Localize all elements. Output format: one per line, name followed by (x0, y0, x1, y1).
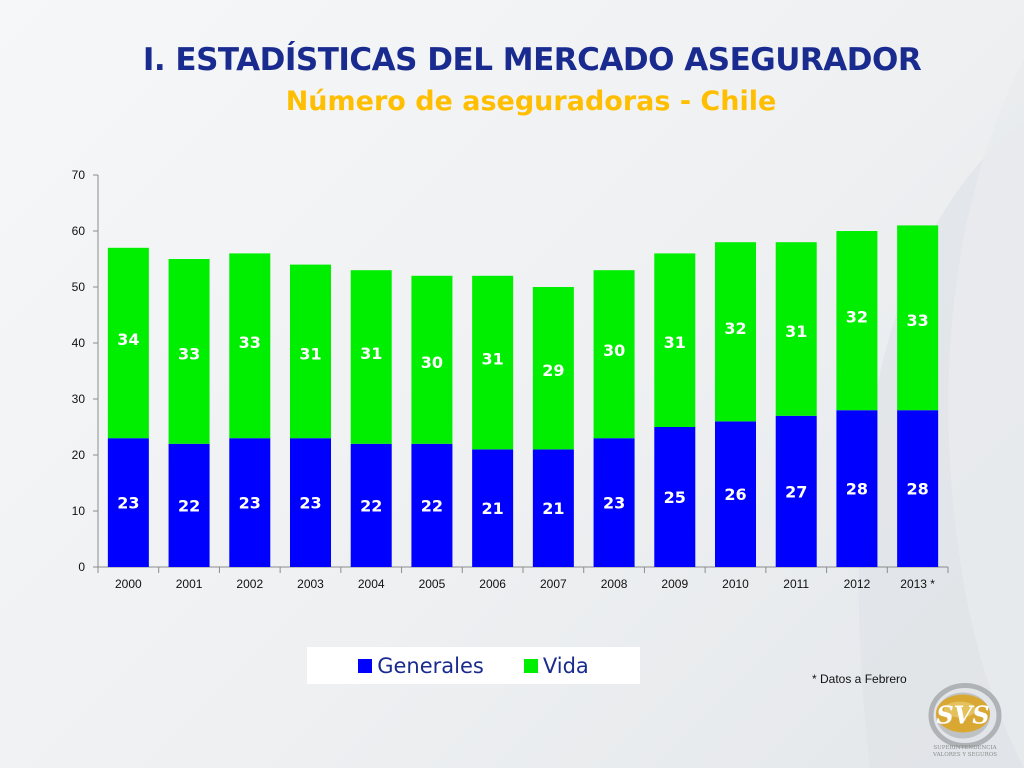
bar-generales (654, 427, 696, 567)
logo-caption-line1: SUPERINTENDENCIA (933, 745, 997, 751)
data-label-generales: 23 (117, 494, 139, 513)
logo-text: SVS (936, 701, 989, 730)
data-label-vida: 29 (542, 361, 564, 380)
data-label-vida: 33 (907, 311, 929, 330)
data-label-generales: 22 (421, 496, 443, 515)
x-tick-label: 2011 (783, 577, 809, 591)
bar-generales (290, 438, 331, 567)
x-tick-label: 2009 (661, 577, 688, 591)
bar-generales (897, 410, 939, 567)
bar-generales (593, 438, 635, 567)
bar-vida (593, 270, 635, 439)
bar-generales (107, 438, 149, 567)
data-label-vida: 32 (846, 308, 868, 327)
data-label-vida: 30 (603, 341, 625, 360)
bar-vida (472, 275, 514, 450)
data-label-vida: 31 (482, 350, 504, 369)
bar-vida (411, 275, 453, 444)
bar-vida (715, 242, 756, 422)
data-label-generales: 28 (846, 480, 868, 499)
bar-vida (107, 247, 149, 439)
y-tick-label: 30 (72, 392, 86, 406)
legend-swatch-generales (358, 658, 373, 673)
bar-generales (836, 410, 878, 567)
legend-item-generales: Generales (358, 654, 484, 678)
data-label-generales: 25 (664, 488, 686, 507)
x-tick-label: 2010 (722, 577, 749, 591)
x-tick-label: 2008 (601, 577, 628, 591)
legend-item-vida: Vida (523, 653, 589, 678)
logo-caption-line2: VALORES Y SEGUROS (932, 752, 997, 758)
bar-vida (775, 242, 817, 416)
bar-generales (168, 443, 210, 567)
data-label-generales: 28 (907, 480, 929, 499)
data-label-generales: 23 (299, 494, 321, 513)
bar-generales (229, 438, 271, 567)
data-label-generales: 27 (785, 482, 807, 501)
data-label-vida: 34 (117, 330, 139, 349)
legend-swatch-vida (523, 658, 538, 673)
x-tick-label: 2005 (419, 577, 446, 591)
bar-generales (350, 443, 392, 567)
svs-logo: SVS (928, 683, 1002, 748)
x-tick-label: 2004 (358, 577, 385, 591)
x-tick-label: 2003 (297, 577, 324, 591)
data-label-generales: 22 (178, 496, 200, 515)
bar-vida (168, 259, 210, 444)
data-label-vida: 33 (239, 333, 261, 352)
data-label-vida: 31 (299, 344, 321, 363)
bar-generales (715, 421, 756, 567)
x-tick-label: 2002 (236, 577, 263, 591)
data-label-generales: 21 (542, 499, 564, 518)
bar-vida (836, 231, 878, 411)
data-label-generales: 21 (482, 499, 504, 518)
bar-generales (775, 415, 817, 567)
data-label-vida: 31 (360, 344, 382, 363)
bar-generales (532, 449, 574, 567)
data-label-generales: 23 (603, 494, 625, 513)
legend-label-vida: Vida (542, 653, 589, 678)
y-tick-label: 20 (72, 448, 86, 462)
footnote: * Datos a Febrero (812, 672, 907, 686)
y-tick-label: 70 (72, 168, 86, 182)
y-tick-label: 10 (72, 504, 86, 518)
bar-generales (411, 443, 453, 567)
y-tick-label: 50 (72, 280, 86, 294)
data-label-vida: 31 (664, 333, 686, 352)
x-tick-label: 2013 * (900, 577, 935, 591)
bar-vida (532, 287, 574, 450)
stacked-bar-chart: 0 10 20 30 40 50 60 70 2000 23 34 2001 22 33 2002 23 33 2… (72, 168, 949, 591)
data-label-generales: 23 (239, 494, 261, 513)
bar-vida (350, 270, 392, 444)
data-label-vida: 31 (785, 322, 807, 341)
bar-vida (290, 264, 331, 439)
bar-vida (654, 253, 696, 427)
x-tick-label: 2001 (176, 577, 203, 591)
x-tick-label: 2007 (540, 577, 567, 591)
bar-vida (897, 225, 939, 411)
data-label-vida: 30 (421, 353, 443, 372)
data-label-generales: 22 (360, 496, 382, 515)
legend-label-generales: Generales (377, 653, 484, 678)
y-tick-label: 0 (78, 560, 85, 574)
bar-vida (229, 253, 271, 439)
x-tick-label: 2006 (479, 577, 506, 591)
y-tick-label: 60 (72, 224, 86, 238)
x-tick-label: 2000 (115, 577, 142, 591)
data-label-generales: 26 (724, 485, 746, 504)
chart-legend: Generales Vida (307, 647, 640, 684)
page-subtitle: Número de aseguradoras - Chile (285, 86, 777, 117)
x-tick-label: 2012 (844, 577, 871, 591)
bar-generales (472, 449, 514, 567)
page-title: I. ESTADÍSTICAS DEL MERCADO ASEGURADOR (142, 42, 922, 78)
y-tick-label: 40 (72, 336, 86, 350)
data-label-vida: 33 (178, 344, 200, 363)
data-label-vida: 32 (724, 319, 746, 338)
logo-caption: SUPERINTENDENCIA VALORES Y SEGUROS (930, 745, 1000, 759)
